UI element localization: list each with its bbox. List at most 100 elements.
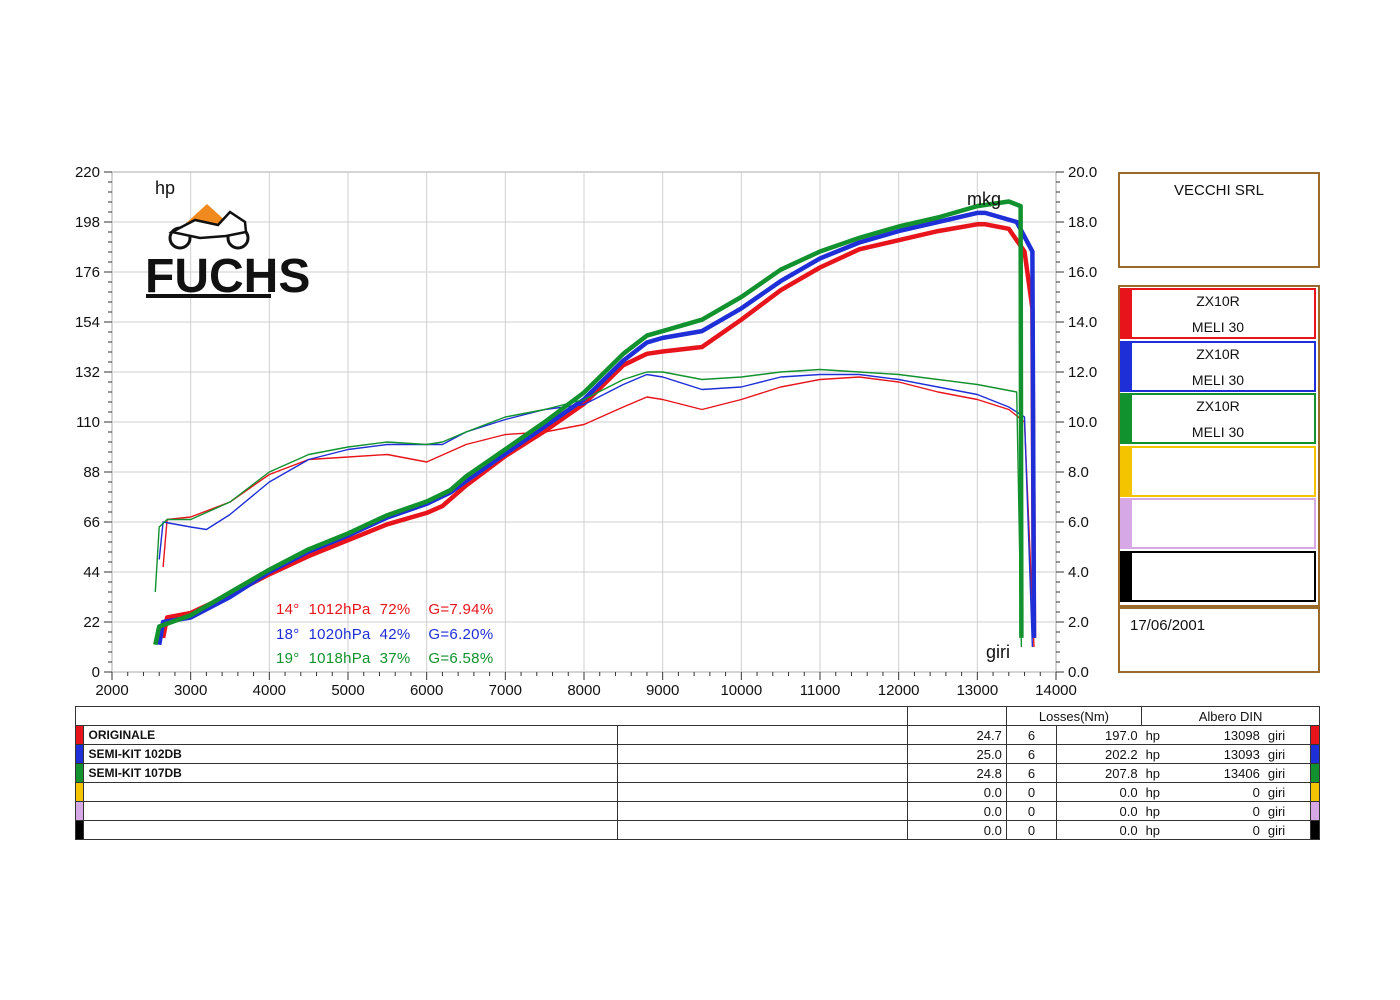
losses-count: 0 (1005, 801, 1058, 821)
rpm-unit: giri (1263, 820, 1312, 840)
torque-curve-1 (162, 376, 1035, 648)
power-unit: hp (1141, 801, 1188, 821)
row-color-swatch-right (1310, 763, 1320, 783)
result-row: 0.0 0 0.0 hp 0 giri (74, 782, 1320, 802)
losses-value: 24.8 (907, 763, 1007, 783)
result-row: ORIGINALE 24.7 6 197.0 hp 13098 giri (74, 725, 1320, 745)
y-right-tick-label: 18.0 (1068, 214, 1097, 231)
power-unit: hp (1141, 725, 1188, 745)
power-unit: hp (1141, 763, 1188, 783)
max-power-value: 0.0 (1056, 801, 1142, 821)
legend-color-swatch (1122, 447, 1132, 495)
result-row: SEMI-KIT 102DB 25.0 6 202.2 hp 13093 giri (74, 744, 1320, 764)
blank-cell (616, 782, 909, 802)
blank-cell (616, 763, 909, 783)
legend-model: ZX10R (1196, 293, 1240, 309)
losses-count: 0 (1005, 820, 1058, 840)
losses-count: 6 (1005, 725, 1058, 745)
x-tick-label: 10000 (720, 682, 762, 699)
date-box: 17/06/2001 (1118, 607, 1320, 673)
y-left-axis-label: hp (155, 178, 175, 198)
y-left-tick-label: 220 (75, 164, 100, 181)
legend-slot-6 (1120, 550, 1316, 602)
rpm-unit: giri (1263, 744, 1312, 764)
albero-header: Albero DIN (1141, 706, 1320, 726)
max-power-rpm: 13098 (1187, 725, 1264, 745)
x-tick-label: 11000 (800, 682, 841, 699)
y-right-tick-label: 0.0 (1068, 664, 1089, 681)
legend-slot-2: ZX10R MELI 30 (1120, 340, 1316, 392)
max-power-value: 202.2 (1056, 744, 1142, 764)
y-right-tick-label: 14.0 (1068, 314, 1097, 331)
y-left-tick-label: 22 (83, 614, 100, 631)
power-curve-1 (160, 222, 1037, 639)
rpm-unit: giri (1263, 763, 1312, 783)
legend-config: MELI 30 (1191, 319, 1245, 335)
max-power-rpm: 0 (1187, 782, 1264, 802)
y-right-axis-label: mkg (967, 189, 1001, 209)
x-axis-label: giri (986, 642, 1010, 662)
run-name: SEMI-KIT 102DB (83, 744, 618, 764)
row-color-swatch (74, 820, 85, 840)
max-power-value: 197.0 (1056, 725, 1142, 745)
company-name: VECCHI SRL (1173, 182, 1265, 199)
x-tick-label: 2000 (95, 682, 128, 699)
legend-color-swatch (1122, 552, 1132, 600)
x-tick-label: 6000 (410, 682, 443, 699)
losses-header: Losses(Nm) (1005, 706, 1143, 726)
y-right-tick-label: 4.0 (1068, 564, 1089, 581)
losses-count: 6 (1005, 744, 1058, 764)
power-unit: hp (1141, 744, 1188, 764)
y-right-tick-label: 12.0 (1068, 364, 1097, 381)
max-power-rpm: 13093 (1187, 744, 1264, 764)
test-conditions-3: 19° 1018hPa 37% G=6.58% (276, 650, 494, 667)
run-name (83, 801, 618, 821)
x-tick-label: 5000 (331, 682, 364, 699)
row-color-swatch-right (1310, 801, 1320, 821)
test-conditions-1: 14° 1012hPa 72% G=7.94% (276, 601, 494, 618)
results-table: Losses(Nm) Albero DIN ORIGINALE 24.7 6 197.… (74, 706, 1320, 840)
run-name: ORIGINALE (83, 725, 618, 745)
blank-cell (616, 820, 909, 840)
rpm-unit: giri (1263, 801, 1312, 821)
max-power-rpm: 0 (1187, 801, 1264, 821)
row-color-swatch (74, 763, 85, 783)
blank-cell (616, 801, 909, 821)
row-color-swatch-right (1310, 725, 1320, 745)
x-tick-label: 9000 (646, 682, 679, 699)
y-left-tick-label: 198 (75, 214, 100, 231)
legend-model: ZX10R (1196, 398, 1240, 414)
test-date: 17/06/2001 (1130, 617, 1206, 634)
x-tick-label: 8000 (567, 682, 600, 699)
losses-value: 24.7 (907, 725, 1007, 745)
power-unit: hp (1141, 782, 1188, 802)
row-color-swatch (74, 744, 85, 764)
rpm-unit: giri (1263, 725, 1312, 745)
row-color-swatch (74, 725, 85, 745)
test-conditions-2: 18° 1020hPa 42% G=6.20% (276, 625, 494, 643)
results-header-row: Losses(Nm) Albero DIN (74, 706, 1320, 726)
losses-count: 6 (1005, 763, 1058, 783)
x-tick-label: 13000 (956, 682, 998, 699)
max-power-value: 0.0 (1056, 782, 1142, 802)
blank-cell (616, 744, 909, 764)
y-left-tick-label: 0 (92, 664, 100, 681)
x-tick-label: 12000 (878, 682, 920, 699)
y-right-tick-label: 16.0 (1068, 264, 1097, 281)
power-curve-3 (153, 199, 1024, 646)
run-name (83, 782, 618, 802)
losses-value: 0.0 (907, 801, 1007, 821)
y-right-tick-label: 10.0 (1068, 414, 1097, 431)
losses-count: 0 (1005, 782, 1058, 802)
legend-color-swatch (1122, 290, 1132, 337)
losses-value: 25.0 (907, 744, 1007, 764)
y-left-tick-label: 154 (75, 314, 100, 331)
result-row: 0.0 0 0.0 hp 0 giri (74, 801, 1320, 821)
y-left-tick-label: 66 (83, 514, 100, 531)
row-color-swatch-right (1310, 744, 1320, 764)
legend-slot-4 (1120, 445, 1316, 497)
power-unit: hp (1141, 820, 1188, 840)
y-right-tick-label: 6.0 (1068, 514, 1089, 531)
blank-cell (616, 725, 909, 745)
x-tick-label: 7000 (489, 682, 522, 699)
